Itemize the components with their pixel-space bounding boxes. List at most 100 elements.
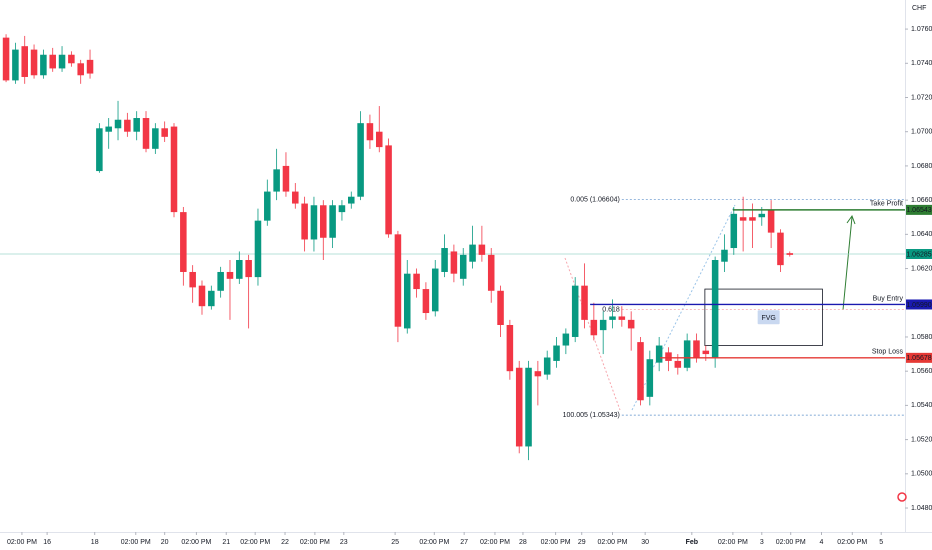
fib-level-label: 0.005 (1.06604) [570,196,619,203]
candle-body [571,285,579,337]
candle-body [721,249,728,262]
y-tick-label: 1.06800 [911,163,932,170]
candle-body [198,285,206,307]
trade-level-price: 1.05990 [906,302,931,309]
trade-level-price: 1.06543 [906,207,931,214]
x-tick-label: 25 [391,539,399,546]
candle-body [403,273,411,329]
trade-level-name: Buy Entry [873,295,904,302]
candle-body [655,345,663,363]
x-tick-label: 02:00 PM [776,539,806,546]
candle-body [217,271,224,291]
candle-body [161,128,168,137]
candle-body [189,271,196,288]
candle-body [236,260,243,279]
x-tick-label: 02:00 PM [541,539,571,546]
candle-body [133,118,140,132]
candle-body [599,319,607,331]
candle-body [320,205,327,238]
candle-body [469,244,476,262]
x-tick-label: 30 [641,539,649,546]
candle-body [618,316,626,320]
candle-body [609,316,616,320]
candle-body [525,367,532,447]
candle-body [282,165,290,192]
candle-body [674,360,682,368]
fib-level-label: 100.005 (1.05343) [563,412,620,419]
plot-area: 1.07600 1.07400 1.07200 1.07000 1.06800 1.066… [0,26,932,546]
candle-body [58,54,66,69]
candle-body [77,63,84,76]
x-tick-label: 02:00 PM [121,539,151,546]
last-price-tag [906,249,932,260]
candle-body [590,319,598,336]
target-arrow-head [846,214,856,225]
x-tick-label: 02:00 PM [240,539,270,546]
trade-level-name: Take Profit [870,201,903,208]
candle-body [180,212,187,272]
candle-body [310,205,318,240]
candle-body [142,118,150,149]
x-tick-label: 29 [578,539,586,546]
candle-body [49,54,56,69]
candle-body [86,59,94,74]
fvg-label: FVG [761,315,775,322]
fib-level-label: 0.618 [602,306,620,313]
candle-body [581,285,588,320]
x-tick-label: 22 [281,539,289,546]
currency-label: CHF [912,5,926,12]
candle-body [105,126,112,132]
x-tick-label: 3 [760,539,764,546]
x-tick-label: 4 [820,539,824,546]
candle-body [12,49,19,81]
candle-body [562,333,570,346]
candle-body [683,340,691,368]
x-tick-label: 18 [91,539,99,546]
candle-body [245,260,252,278]
y-tick-label: 1.05800 [911,334,932,341]
trade-level-name: Stop Loss [872,349,904,356]
candle-body [385,145,392,235]
y-tick-label: 1.05400 [911,402,932,409]
candle-body [665,352,672,361]
trade-level-price: 1.05678 [906,355,931,362]
candle-body [487,254,495,291]
y-tick-label: 1.06200 [911,265,932,272]
x-tick-label: 27 [460,539,468,546]
candle-body [749,217,756,221]
candle-body [413,273,420,290]
candle-body [394,234,402,327]
candle-body [758,213,766,218]
candle-body [506,325,514,372]
x-tick-label: 20 [161,539,169,546]
x-tick-label: 02:00 PM [419,539,449,546]
x-tick-label: 02:00 PM [837,539,867,546]
candle-body [515,367,523,447]
candle-body [497,290,504,325]
candle-body [226,271,234,279]
candle-body [30,49,38,76]
y-tick-label: 1.06400 [911,231,932,238]
y-tick-label: 1.07600 [911,26,932,33]
candle-body [431,268,439,312]
candle-body [329,205,336,238]
fvg-label-bg [757,310,780,325]
candle-body [338,205,346,213]
candle-body [2,37,10,81]
candle-body [627,319,635,329]
x-tick-label: 02:00 PM [181,539,211,546]
candle-body [553,345,560,361]
candle-body [777,232,784,266]
y-tick-label: 1.06600 [911,197,932,204]
candle-body [646,359,654,397]
trade-level-tag [906,299,932,310]
candle-body [273,169,280,192]
candle-body [711,260,719,358]
candle-body [366,123,374,141]
fvg-box [704,288,823,346]
candle-body [348,196,355,204]
candle-body [459,254,467,279]
candle-body [68,54,75,64]
